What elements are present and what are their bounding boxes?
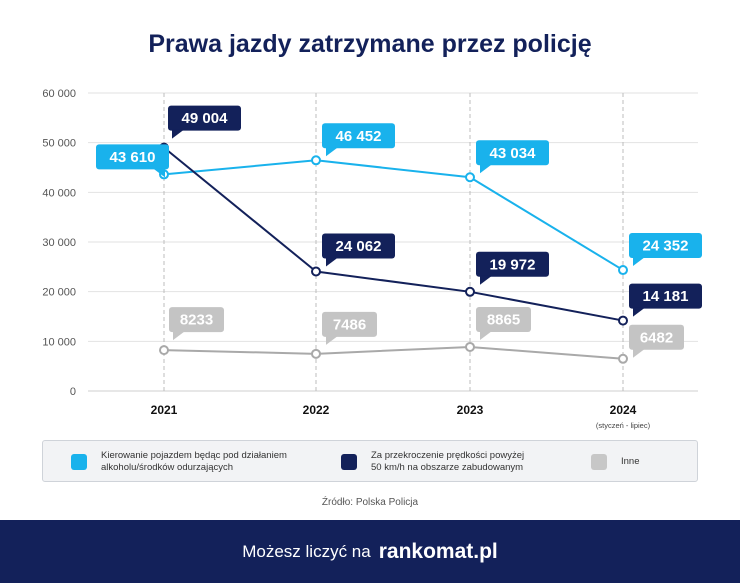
data-label-alcohol: 46 452 (322, 123, 395, 157)
data-label-speed: 24 062 (322, 233, 395, 267)
data-point-alcohol (311, 155, 321, 166)
data-label-tail (633, 348, 645, 358)
x-tick-label: 2024 (610, 403, 637, 417)
data-label-tail (173, 331, 185, 341)
data-label-box (169, 307, 224, 333)
legend-label-other: Inne (621, 456, 640, 467)
data-point-other (465, 341, 475, 352)
x-tick-label: 2022 (303, 403, 330, 417)
x-tick-label: 2021 (151, 403, 178, 417)
data-label-box (322, 123, 395, 149)
data-point-other (159, 345, 169, 356)
y-tick-label: 20 000 (42, 287, 76, 299)
data-label-tail (172, 129, 184, 139)
data-point-speed (311, 266, 321, 277)
data-label-tail (326, 257, 338, 267)
data-label-box (629, 324, 684, 350)
data-label-text: 8865 (487, 311, 520, 328)
data-label-text: 49 004 (182, 110, 229, 127)
data-label-box (322, 233, 395, 259)
data-point-speed (618, 315, 628, 326)
data-point-other (618, 353, 628, 364)
y-tick-label: 50 000 (42, 138, 76, 150)
legend-swatch-other (591, 454, 607, 470)
data-label-text: 6482 (640, 329, 673, 346)
footer-slogan: Możesz liczyć na (242, 541, 371, 561)
y-tick-label: 60 000 (42, 88, 76, 100)
data-label-other: 7486 (322, 311, 377, 345)
data-label-text: 43 034 (490, 145, 537, 162)
data-label-alcohol: 43 610 (96, 144, 169, 178)
legend-item-speed: Za przekroczenie prędkości powyżej 50 km… (341, 441, 524, 483)
data-label-box (168, 105, 241, 131)
legend-item-alcohol: Kierowanie pojazdem będąc pod działaniem… (71, 441, 287, 483)
data-label-alcohol: 24 352 (629, 233, 702, 267)
series-line-alcohol (163, 159, 624, 271)
data-label-other: 8865 (476, 306, 531, 340)
data-label-text: 24 062 (336, 238, 382, 255)
data-label-other: 6482 (629, 324, 684, 358)
legend-item-other: Inne (591, 441, 640, 483)
legend-label-alcohol-line1: Kierowanie pojazdem będąc pod działaniem (101, 450, 287, 461)
y-tick-label: 0 (70, 386, 76, 398)
legend-label-speed-line1: Za przekroczenie prędkości powyżej (371, 450, 525, 461)
legend-label-speed-line2: 50 km/h na obszarze zabudowanym (371, 462, 524, 473)
data-label-text: 24 352 (643, 238, 689, 255)
data-label-speed: 49 004 (168, 105, 241, 139)
x-tick-sublabel: (styczeń - lipiec) (596, 421, 651, 430)
data-label-box (476, 140, 549, 166)
x-tick-label: 2023 (457, 403, 484, 417)
data-label-tail (480, 275, 492, 285)
y-tick-label: 10 000 (42, 336, 76, 348)
legend: Kierowanie pojazdem będąc pod działaniem… (42, 440, 698, 482)
data-label-box (96, 144, 169, 170)
data-label-text: 19 972 (490, 256, 536, 273)
data-label-tail (633, 257, 645, 267)
data-label-tail (480, 330, 492, 340)
data-label-tail (480, 164, 492, 174)
data-label-alcohol: 43 034 (476, 140, 549, 174)
data-point-speed (465, 286, 475, 297)
legend-label-alcohol-line2: alkoholu/środków odurzających (101, 462, 234, 473)
data-label-box (476, 306, 531, 332)
data-label-tail (153, 168, 165, 178)
data-label-text: 46 452 (336, 128, 382, 145)
data-label-tail (326, 147, 338, 157)
data-point-other (311, 348, 321, 359)
series-line-other (163, 345, 624, 360)
data-label-box (629, 233, 702, 259)
data-label-text: 43 610 (110, 149, 156, 166)
data-label-box (629, 283, 702, 309)
data-label-tail (633, 307, 645, 317)
y-tick-label: 40 000 (42, 187, 76, 199)
legend-swatch-alcohol (71, 454, 87, 470)
data-label-speed: 14 181 (629, 283, 702, 317)
brand-logo[interactable]: rankomat.pl (378, 539, 498, 563)
data-label-text: 14 181 (643, 288, 689, 305)
series-line-speed (163, 146, 624, 322)
line-chart: 0 10 000 20 000 30 000 40 000 50 000 60 000 202… (42, 88, 702, 430)
data-label-speed: 19 972 (476, 251, 549, 285)
data-label-box (476, 251, 549, 277)
data-label-text: 8233 (180, 312, 213, 329)
data-label-other: 8233 (169, 307, 224, 341)
data-label-text: 7486 (333, 316, 366, 333)
legend-swatch-speed (341, 454, 357, 470)
y-tick-label: 30 000 (42, 237, 76, 249)
footer-banner: Możesz liczyć na rankomat.pl (0, 520, 740, 583)
data-label-box (322, 311, 377, 337)
source-note: Źródło: Polska Policja (321, 497, 419, 508)
data-label-tail (326, 335, 338, 345)
chart-title: Prawa jazdy zatrzymane przez policję (148, 30, 592, 58)
data-point-alcohol (465, 172, 475, 183)
data-point-alcohol (618, 265, 628, 276)
